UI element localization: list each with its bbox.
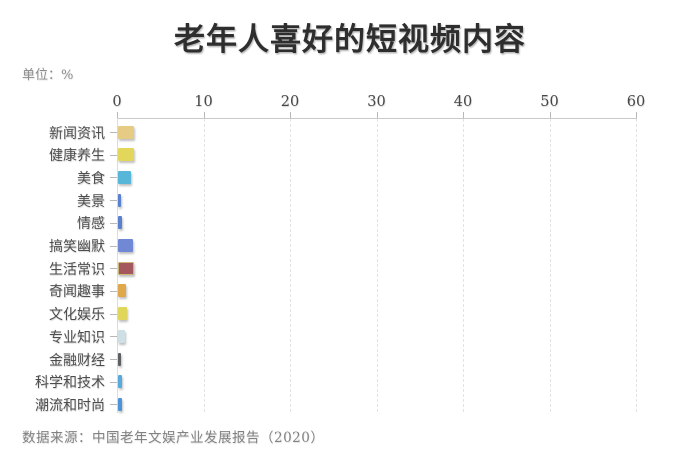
y-axis-tick: [110, 291, 117, 292]
x-axis-tick-label: 20: [280, 94, 300, 110]
x-axis-tick-label: 60: [626, 94, 646, 110]
bar: [118, 216, 123, 230]
x-axis-tick-label: 50: [540, 94, 559, 110]
y-axis-tick: [110, 177, 117, 178]
bar: [118, 307, 127, 321]
gridline: [203, 119, 205, 412]
y-axis-line: [117, 118, 118, 413]
y-axis-tick: [110, 336, 117, 337]
bar: [118, 352, 122, 366]
y-axis-tick: [110, 382, 117, 383]
gridline: [636, 119, 637, 412]
x-axis-tick: [290, 112, 291, 118]
category-label: 新闻资讯: [49, 125, 105, 142]
y-axis-tick: [110, 359, 117, 360]
bar: [118, 170, 131, 184]
category-label: 金融财经: [49, 352, 105, 369]
x-axis-tick-label: 40: [453, 94, 473, 110]
gridline: [463, 119, 464, 412]
y-axis-tick: [110, 314, 117, 315]
bar: [118, 397, 122, 411]
x-axis-tick: [203, 112, 205, 118]
x-axis-tick: [463, 112, 464, 118]
bar: [118, 261, 134, 275]
category-label: 生活常识: [49, 261, 105, 278]
bar: [118, 329, 125, 343]
unit-label: 单位：%: [22, 68, 74, 83]
bar: [118, 375, 123, 389]
x-axis-tick: [636, 112, 637, 118]
x-axis-tick: [549, 112, 551, 118]
y-axis-tick: [110, 404, 117, 405]
bar: [118, 125, 134, 139]
y-axis-tick: [110, 132, 117, 133]
y-axis-tick: [110, 155, 117, 156]
x-axis-tick-label: 30: [367, 94, 386, 110]
x-axis-tick-label: 0: [112, 94, 122, 110]
category-label: 专业知识: [49, 329, 105, 346]
category-label: 文化娱乐: [49, 307, 105, 324]
chart-title: 老年人喜好的短视频内容: [174, 22, 526, 58]
y-axis-tick: [110, 268, 117, 269]
y-axis-tick: [110, 246, 117, 247]
bar: [118, 148, 135, 162]
category-label: 科学和技术: [35, 375, 105, 392]
gridline: [290, 119, 291, 412]
x-axis-tick: [376, 112, 378, 118]
category-label: 搞笑幽默: [49, 239, 105, 255]
category-label: 美食: [77, 170, 105, 187]
gridline: [549, 119, 551, 412]
category-label: 情感: [77, 216, 105, 233]
category-label: 潮流和时尚: [35, 397, 105, 414]
category-label: 奇闻趣事: [49, 284, 105, 301]
x-axis-tick-label: 10: [194, 94, 213, 110]
bar: [118, 284, 126, 298]
x-axis-line: [117, 118, 637, 119]
bar: [118, 239, 133, 252]
gridline: [376, 119, 378, 412]
y-axis-tick: [110, 223, 117, 224]
data-source-text: 数据来源：中国老年文娱产业发展报告（2020）: [22, 430, 325, 446]
x-axis-tick: [117, 112, 118, 118]
bar: [118, 193, 122, 207]
category-label: 健康养生: [49, 148, 105, 165]
category-label: 美景: [77, 193, 105, 210]
y-axis-tick: [110, 200, 117, 201]
